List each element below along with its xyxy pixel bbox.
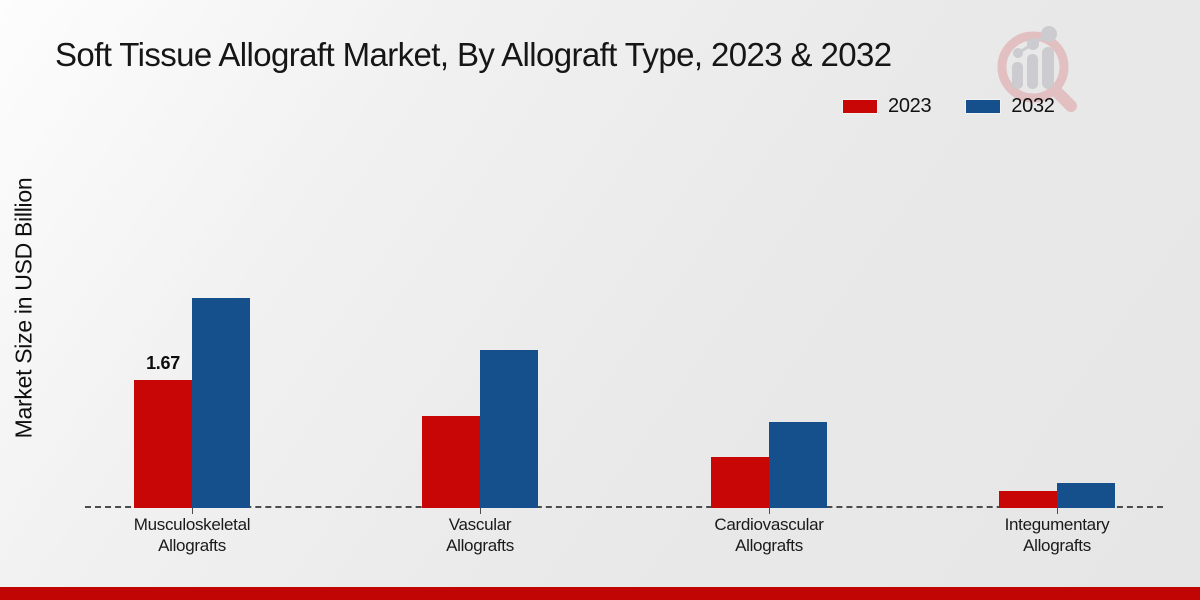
x-axis-tick	[1056, 508, 1058, 514]
legend: 2023 2032	[842, 95, 1089, 118]
legend-swatch-2023	[842, 99, 878, 114]
x-axis-baseline	[85, 506, 1163, 508]
bar-2032-3	[1057, 483, 1115, 508]
x-axis-category-label: Integumentary Allografts	[1004, 515, 1110, 555]
bar-2023-1	[422, 416, 480, 508]
legend-label-2023: 2023	[888, 95, 932, 117]
x-axis-category-label: Cardiovascular Allografts	[714, 515, 824, 555]
bar-2032-2	[769, 422, 827, 508]
x-axis-tick	[479, 508, 481, 514]
magnifier-bar-chart-icon	[997, 26, 1077, 112]
x-axis-category-label: Vascular Allografts	[446, 515, 514, 555]
x-axis-category-label: Musculoskeletal Allografts	[133, 515, 251, 555]
bar-2023-3	[999, 491, 1057, 508]
bar-2023-2	[711, 457, 769, 508]
bar-2023-0	[134, 380, 192, 508]
legend-swatch-2032	[965, 99, 1002, 114]
legend-label-2032: 2032	[1011, 95, 1055, 117]
bar-value-label: 1.67	[146, 353, 180, 373]
chart-title: Soft Tissue Allograft Market, By Allogra…	[55, 36, 892, 73]
footer-bar	[0, 587, 1200, 600]
bar-2032-0	[192, 298, 250, 508]
x-axis-tick	[768, 508, 770, 514]
bar-2032-1	[480, 350, 538, 508]
legend-entry-2032: 2032	[965, 95, 1055, 118]
legend-entry-2023: 2023	[842, 95, 932, 118]
x-axis-tick	[191, 508, 193, 514]
